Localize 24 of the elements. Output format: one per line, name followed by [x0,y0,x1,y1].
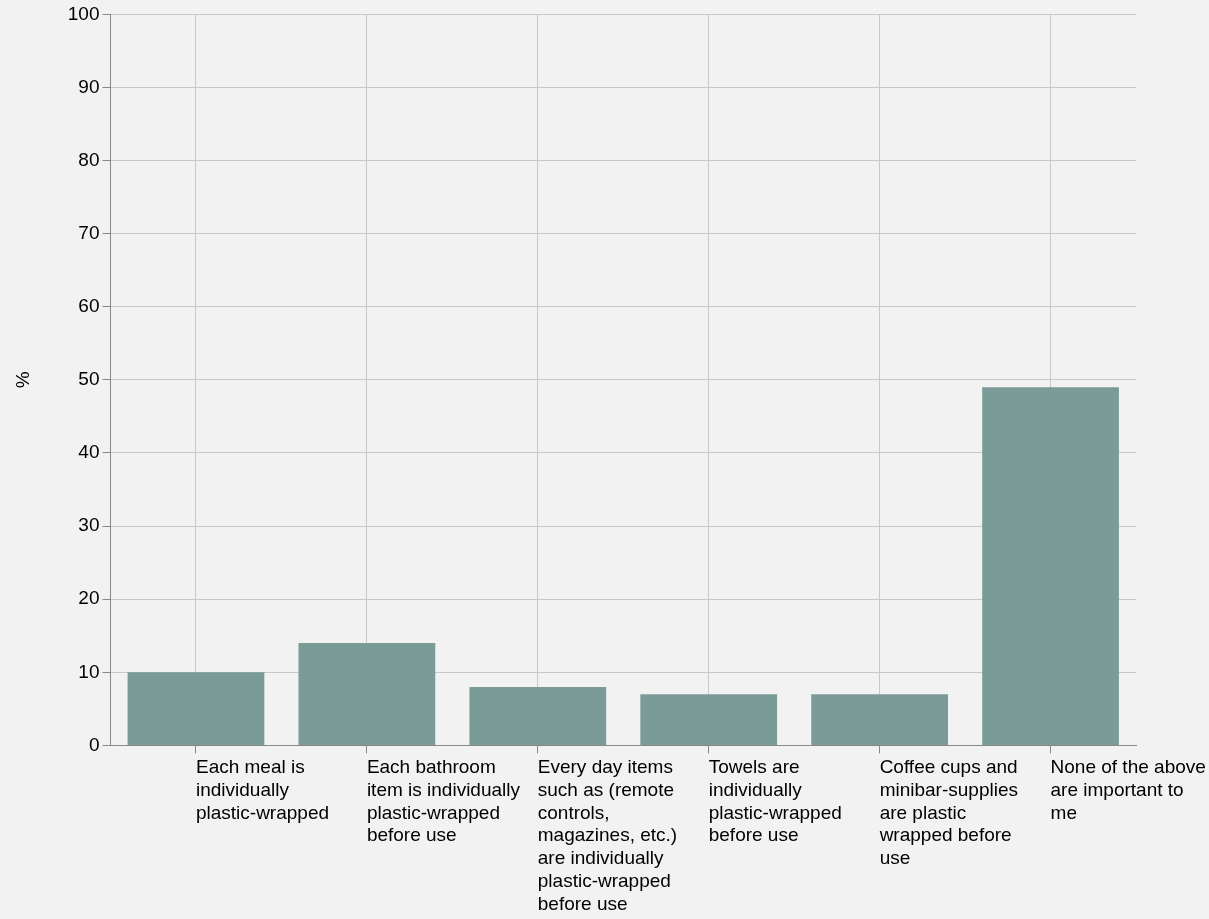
x-tick-label: Each bathroom item is individually plastic-wrapped before use [366,756,521,846]
y-axis-title: % [11,371,33,389]
x-tick-label: Coffee cups and minibar-supplies are plastic wrapped before use [878,756,1018,869]
bar [127,672,265,745]
y-tick-label: 60 [78,295,100,317]
bar [298,643,436,745]
bar [640,694,778,745]
x-tick-label: Every day items such as (remote controls, magazines, etc.) are individually plastic-wrapped before use [537,756,678,914]
y-tick-label: 50 [78,368,100,390]
bar [811,694,948,745]
bar [469,686,607,745]
x-tick-label: Each meal is individually plastic-wrapped [195,756,330,823]
x-tick-label: None of the above are important to me [1050,756,1206,823]
y-tick-label: 10 [78,660,100,682]
y-tick-label: 30 [78,514,100,536]
y-tick-label: 90 [78,75,100,97]
y-tick-label: 40 [78,441,100,463]
y-tick-label: 20 [78,587,100,609]
y-tick-label: 70 [78,221,100,243]
y-tick-label: 80 [78,148,100,170]
bar [982,387,1119,745]
y-tick-label: 100 [67,2,100,24]
x-tick-label: Towels are individually plastic-wrapped before use [708,756,842,846]
y-tick-label: 0 [88,733,100,755]
